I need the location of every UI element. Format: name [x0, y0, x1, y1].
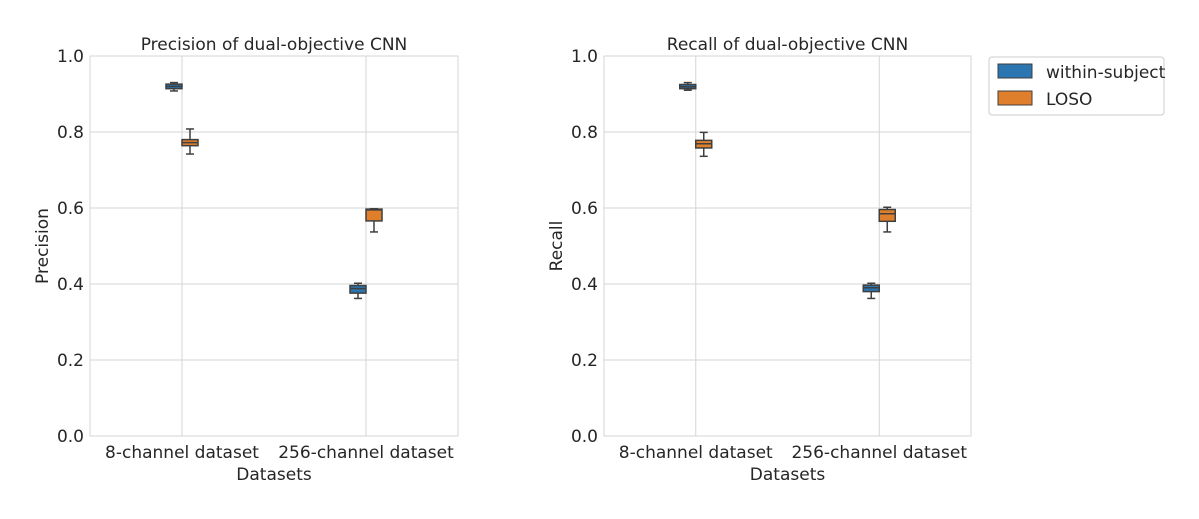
plot-frame: [89, 55, 459, 437]
x-axis-label: Datasets: [236, 465, 312, 485]
y-tick-label: 0.2: [57, 351, 84, 371]
legend-swatch: [997, 90, 1033, 106]
chart-panel-1: 0.0 0.2 0.4 0.6 0.8 1.0 8-channel dataset 256-c…: [33, 35, 459, 485]
y-tick-label: 0.0: [571, 427, 598, 447]
plot-frame: [603, 55, 972, 437]
box-within-subject: [165, 81, 183, 92]
y-tick-label: 0.8: [571, 123, 598, 143]
x-tick-label: 256-channel dataset: [278, 443, 454, 463]
chart-panel-2: 0.0 0.2 0.4 0.6 0.8 1.0 8-channel dataset 256-c…: [547, 35, 972, 485]
y-axis-label: Recall: [547, 221, 567, 272]
box-body: [365, 208, 383, 222]
box-loso: [878, 206, 896, 233]
legend-frame: [988, 56, 1165, 116]
box-loso: [181, 128, 199, 155]
chart-title: Recall of dual-objective CNN: [667, 35, 908, 55]
legend-label: LOSO: [1046, 90, 1092, 110]
x-tick-label: 8-channel dataset: [619, 443, 773, 463]
box-body: [878, 208, 896, 223]
box-within-subject: [679, 81, 697, 91]
legend: within-subject LOSO: [988, 56, 1166, 116]
box-loso: [695, 131, 713, 158]
x-axis-label: Datasets: [750, 465, 826, 485]
y-axis-label: Precision: [33, 208, 53, 284]
box-loso: [365, 208, 383, 233]
x-tick-label: 256-channel dataset: [791, 443, 967, 463]
y-tick-label: 1.0: [571, 47, 598, 67]
x-tick-label: 8-channel dataset: [105, 443, 259, 463]
legend-swatch: [997, 63, 1033, 79]
box-within-subject: [862, 282, 880, 300]
y-tick-label: 0.4: [571, 275, 598, 295]
y-tick-label: 0.6: [57, 199, 84, 219]
y-tick-label: 0.6: [571, 199, 598, 219]
box-body: [349, 284, 367, 294]
y-tick-label: 0.0: [57, 427, 84, 447]
y-tick-label: 0.4: [57, 275, 84, 295]
y-tick-label: 0.2: [571, 351, 598, 371]
y-tick-label: 0.8: [57, 123, 84, 143]
legend-label: within-subject: [1046, 63, 1166, 83]
box-within-subject: [349, 282, 367, 300]
chart-title: Precision of dual-objective CNN: [141, 35, 408, 55]
y-tick-label: 1.0: [57, 47, 84, 67]
